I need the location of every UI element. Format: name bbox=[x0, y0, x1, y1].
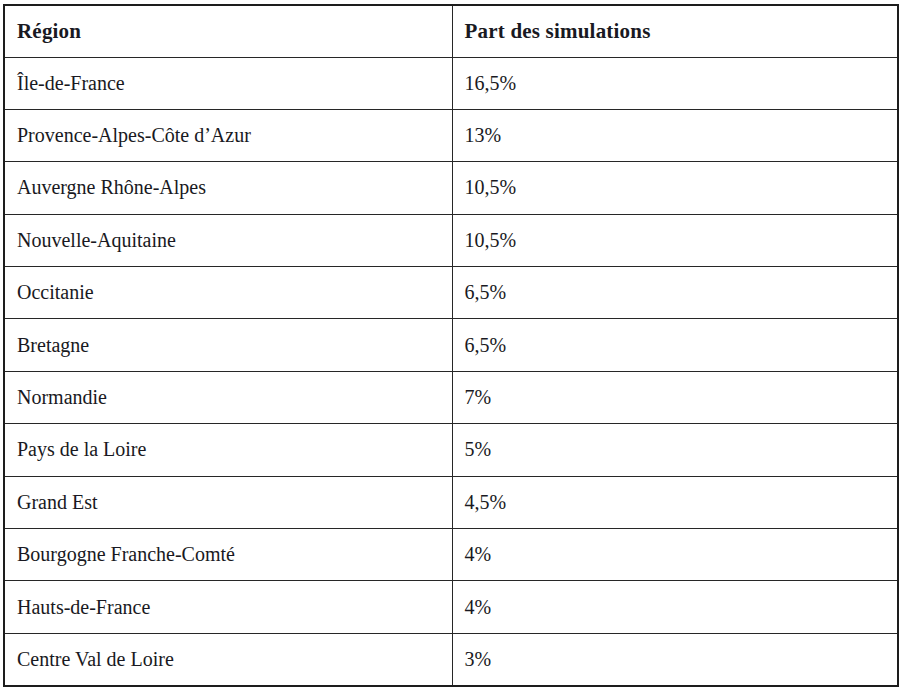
share-cell: 10,5% bbox=[452, 214, 898, 266]
share-cell: 6,5% bbox=[452, 267, 898, 319]
table-row: Nouvelle-Aquitaine 10,5% bbox=[4, 214, 898, 266]
region-cell: Bretagne bbox=[4, 319, 452, 371]
share-cell: 4% bbox=[452, 529, 898, 581]
share-cell: 16,5% bbox=[452, 57, 898, 109]
table-row: Hauts-de-France 4% bbox=[4, 581, 898, 633]
share-cell: 10,5% bbox=[452, 162, 898, 214]
table-row: Occitanie 6,5% bbox=[4, 267, 898, 319]
regions-share-table: Région Part des simulations Île-de-Franc… bbox=[3, 4, 899, 687]
region-cell: Nouvelle-Aquitaine bbox=[4, 214, 452, 266]
table-header-row: Région Part des simulations bbox=[4, 5, 898, 57]
table-row: Provence-Alpes-Côte d’Azur 13% bbox=[4, 109, 898, 161]
column-header-share: Part des simulations bbox=[452, 5, 898, 57]
region-cell: Normandie bbox=[4, 371, 452, 423]
region-cell: Auvergne Rhône-Alpes bbox=[4, 162, 452, 214]
table-row: Auvergne Rhône-Alpes 10,5% bbox=[4, 162, 898, 214]
table-row: Centre Val de Loire 3% bbox=[4, 633, 898, 685]
table-row: Bretagne 6,5% bbox=[4, 319, 898, 371]
share-cell: 6,5% bbox=[452, 319, 898, 371]
table-row: Bourgogne Franche-Comté 4% bbox=[4, 529, 898, 581]
region-cell: Grand Est bbox=[4, 476, 452, 528]
share-cell: 7% bbox=[452, 371, 898, 423]
table-row: Île-de-France 16,5% bbox=[4, 57, 898, 109]
table-row: Normandie 7% bbox=[4, 371, 898, 423]
column-header-region: Région bbox=[4, 5, 452, 57]
region-cell: Île-de-France bbox=[4, 57, 452, 109]
share-cell: 13% bbox=[452, 109, 898, 161]
document-page: Région Part des simulations Île-de-Franc… bbox=[0, 0, 900, 689]
region-cell: Provence-Alpes-Côte d’Azur bbox=[4, 109, 452, 161]
region-cell: Bourgogne Franche-Comté bbox=[4, 529, 452, 581]
share-cell: 4% bbox=[452, 581, 898, 633]
share-cell: 5% bbox=[452, 424, 898, 476]
region-cell: Hauts-de-France bbox=[4, 581, 452, 633]
table-row: Pays de la Loire 5% bbox=[4, 424, 898, 476]
region-cell: Pays de la Loire bbox=[4, 424, 452, 476]
region-cell: Occitanie bbox=[4, 267, 452, 319]
table-row: Grand Est 4,5% bbox=[4, 476, 898, 528]
share-cell: 4,5% bbox=[452, 476, 898, 528]
region-cell: Centre Val de Loire bbox=[4, 633, 452, 685]
share-cell: 3% bbox=[452, 633, 898, 685]
